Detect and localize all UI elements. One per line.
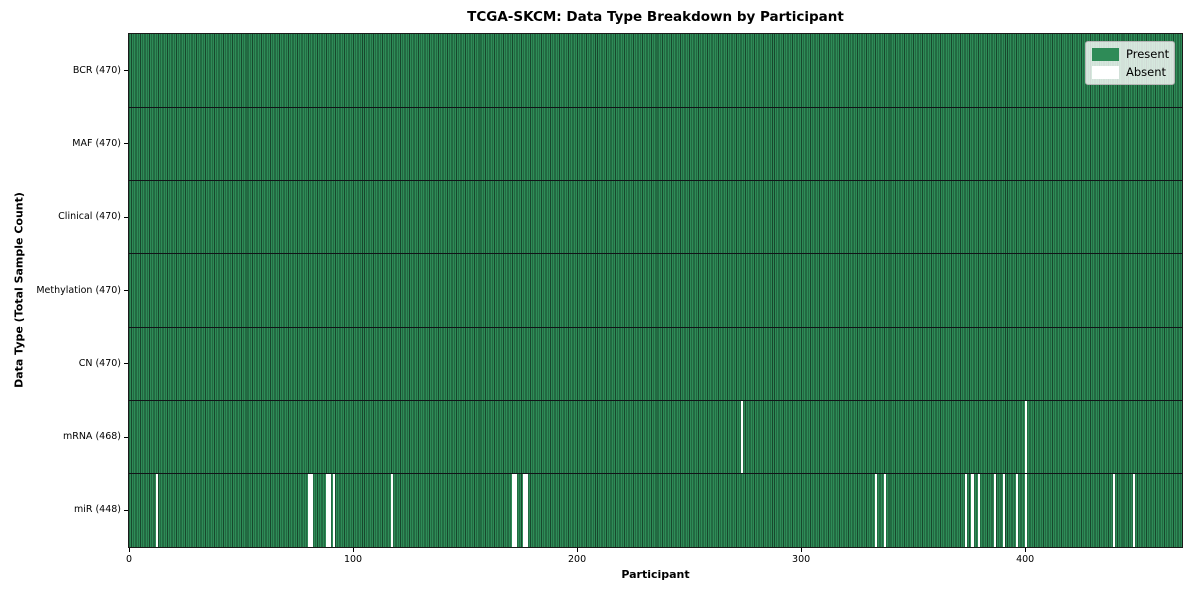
heatmap-row-MAF [129, 107, 1182, 180]
y-tick-mark [124, 363, 128, 365]
y-tick-label-mRNA: mRNA (468) [62, 431, 121, 443]
legend-item-absent: Absent [1092, 65, 1167, 79]
legend-swatch-present [1092, 47, 1119, 61]
heatmap-row-Methylation [129, 254, 1182, 327]
absent-stripe [391, 473, 394, 547]
legend-label: Present [1126, 47, 1170, 61]
absent-stripe [1025, 400, 1028, 474]
heatmap-row-BCR [129, 34, 1182, 107]
row-separator [129, 106, 1182, 108]
y-tick-label-MAF: MAF (470) [72, 137, 121, 149]
y-tick-mark [124, 290, 128, 291]
y-tick-label-Clinical: Clinical (470) [58, 211, 121, 223]
absent-stripe [1132, 473, 1135, 547]
absent-stripe [332, 473, 336, 547]
absent-stripe [512, 473, 515, 547]
y-tick-mark [124, 216, 128, 218]
legend-swatch-absent [1092, 65, 1119, 79]
absent-stripe [326, 473, 329, 547]
heatmap-row-CN [129, 327, 1182, 400]
y-tick-label-CN: CN (470) [78, 357, 121, 369]
heatmap-row-Clinical [129, 181, 1182, 254]
absent-stripe [328, 473, 331, 547]
plot-area [128, 33, 1183, 548]
x-tick-mark [801, 548, 803, 552]
x-tick-label-300: 300 [792, 554, 811, 565]
x-tick-mark [129, 548, 130, 552]
y-tick-mark [124, 70, 128, 72]
absent-stripe [1002, 473, 1005, 547]
absent-stripe [875, 473, 878, 547]
heatmap-row-miR [129, 473, 1182, 547]
absent-stripe [884, 473, 887, 547]
absent-stripe [155, 473, 159, 547]
absent-stripe [964, 473, 967, 547]
absent-stripe [523, 473, 526, 547]
y-tick-mark [124, 143, 128, 145]
chart-title: TCGA-SKCM: Data Type Breakdown by Partic… [467, 9, 844, 25]
row-separator [129, 473, 1182, 475]
x-tick-mark [353, 548, 355, 552]
absent-stripe [1016, 473, 1019, 547]
x-tick-mark [1025, 548, 1027, 552]
x-tick-mark [577, 548, 579, 552]
row-separator [129, 180, 1182, 182]
y-tick-mark [124, 436, 128, 438]
y-tick-label-BCR: BCR (470) [72, 64, 121, 76]
x-axis-label: Participant [621, 568, 690, 581]
absent-stripe [993, 473, 997, 547]
y-tick-mark [124, 509, 128, 511]
y-tick-label-miR: miR (448) [73, 504, 121, 516]
absent-stripe [740, 400, 743, 474]
absent-stripe [1112, 473, 1115, 547]
heatmap-row-mRNA [129, 400, 1182, 474]
absent-stripe [978, 473, 981, 547]
row-separator [129, 399, 1182, 401]
absent-stripe [310, 473, 313, 547]
y-tick-label-Methylation: Methylation (470) [36, 284, 121, 296]
x-tick-label-200: 200 [568, 554, 587, 565]
legend-item-present: Present [1092, 47, 1170, 61]
absent-stripe [971, 473, 974, 547]
row-separator [129, 326, 1182, 328]
x-tick-label-100: 100 [343, 554, 363, 565]
legend: Present Absent [1085, 41, 1175, 85]
x-tick-label-0: 0 [125, 554, 133, 565]
absent-stripe [514, 473, 517, 547]
legend-label: Absent [1126, 65, 1167, 79]
absent-stripe [525, 473, 528, 547]
absent-stripe [308, 473, 311, 547]
row-separator [129, 253, 1182, 255]
x-tick-label-400: 400 [1016, 554, 1035, 565]
absent-stripe [1025, 473, 1028, 547]
